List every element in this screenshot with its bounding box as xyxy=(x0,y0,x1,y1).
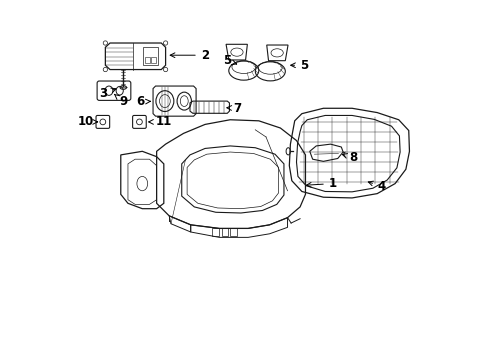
Text: 6: 6 xyxy=(136,95,150,108)
Text: 8: 8 xyxy=(342,151,357,164)
Text: 4: 4 xyxy=(367,180,386,193)
Text: 5: 5 xyxy=(222,54,236,67)
Bar xyxy=(143,47,158,64)
Text: 1: 1 xyxy=(306,177,336,190)
Text: 3: 3 xyxy=(99,87,116,100)
Bar xyxy=(230,228,236,235)
Text: 7: 7 xyxy=(226,102,242,115)
Text: 2: 2 xyxy=(170,49,208,62)
Bar xyxy=(222,228,228,235)
Text: 11: 11 xyxy=(148,116,171,129)
Bar xyxy=(144,57,149,63)
Text: 10: 10 xyxy=(78,116,97,129)
Bar xyxy=(212,228,218,235)
Text: 9: 9 xyxy=(114,94,127,108)
Bar xyxy=(151,57,156,63)
Text: 5: 5 xyxy=(290,59,308,72)
